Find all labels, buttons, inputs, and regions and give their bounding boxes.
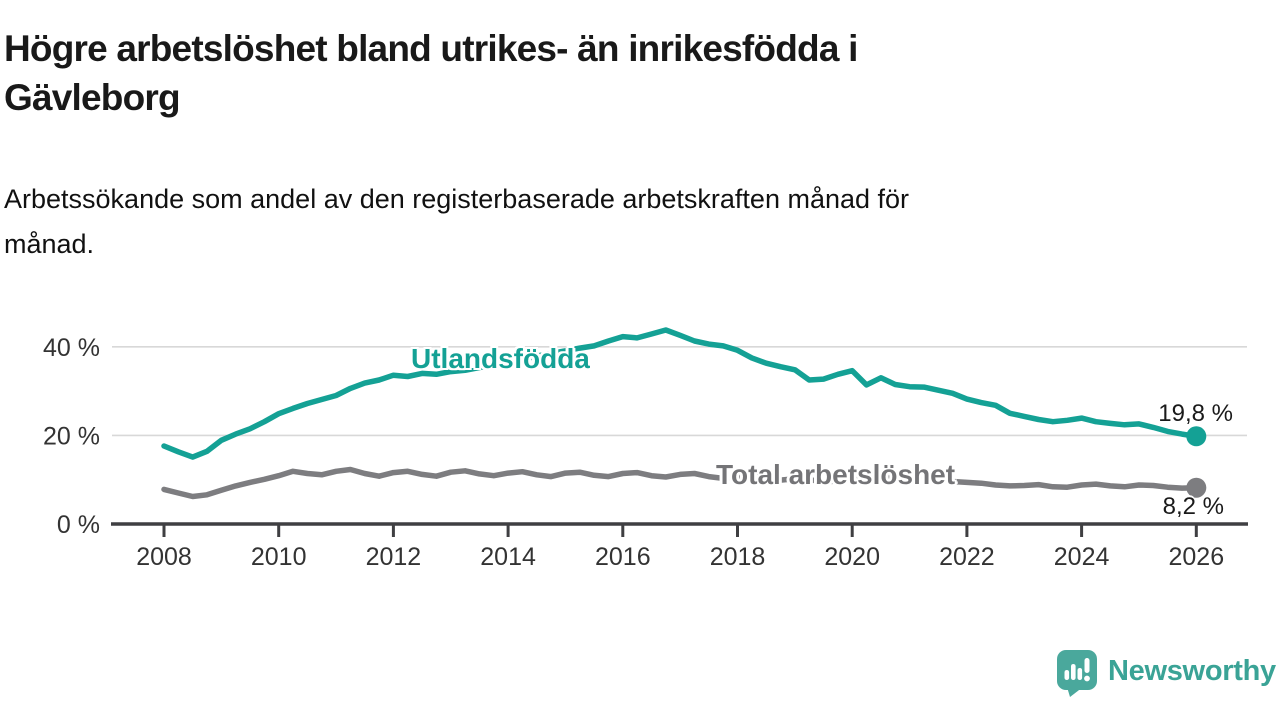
series-line-utlandsfodda — [161, 327, 1200, 460]
newsworthy-logo-icon — [1057, 650, 1097, 697]
value-label-total: 8,2 % — [1162, 493, 1224, 520]
x-tick-label: 2012 — [366, 543, 422, 571]
value-label-utlandsfodda: 19,8 % — [1158, 400, 1233, 427]
y-tick-label: 20 % — [43, 422, 100, 450]
x-tick-label: 2026 — [1168, 543, 1224, 571]
x-tick-label: 2010 — [251, 543, 307, 571]
x-tick-label: 2008 — [136, 543, 192, 571]
x-tick-label: 2016 — [595, 543, 651, 571]
series-endpoint-total — [1186, 477, 1207, 498]
chart-subtitle: Arbetssökande som andel av den registerb… — [4, 177, 1184, 267]
newsworthy-logo-text: Newsworthy — [1108, 655, 1276, 687]
series-label-total-arbetsloshet: Total arbetslöshet — [716, 459, 956, 490]
line-chart: 0 % 20 % 40 % 2008 2010 2012 2014 2016 2018 2020 2… — [0, 300, 1280, 590]
page-title: Högre arbetslöshet bland utrikes- än inr… — [4, 24, 1164, 122]
page-title-line-2: Gävleborg — [4, 77, 181, 118]
y-tick-label: 40 % — [43, 334, 100, 362]
x-tick-label: 2022 — [939, 543, 995, 571]
series-label-utlandsfodda: Utlandsfödda — [411, 343, 590, 374]
x-tick-label: 2024 — [1054, 543, 1110, 571]
newsworthy-logo[interactable]: Newsworthy — [1057, 650, 1276, 697]
series-line-total — [161, 466, 1200, 500]
x-tick-label: 2020 — [824, 543, 880, 571]
chart-plot-area: 0 % 20 % 40 % 2008 2010 2012 2014 2016 2018 2020 2… — [43, 327, 1248, 571]
x-tick-label: 2014 — [480, 543, 536, 571]
page-title-line-1: Högre arbetslöshet bland utrikes- än inr… — [4, 28, 858, 69]
series-endpoint-utlandsfodda — [1186, 426, 1207, 447]
x-tick-label: 2018 — [710, 543, 766, 571]
chart-subtitle-line-2: månad. — [4, 229, 95, 259]
chart-subtitle-line-1: Arbetssökande som andel av den registerb… — [4, 184, 910, 214]
y-tick-label: 0 % — [57, 511, 100, 539]
